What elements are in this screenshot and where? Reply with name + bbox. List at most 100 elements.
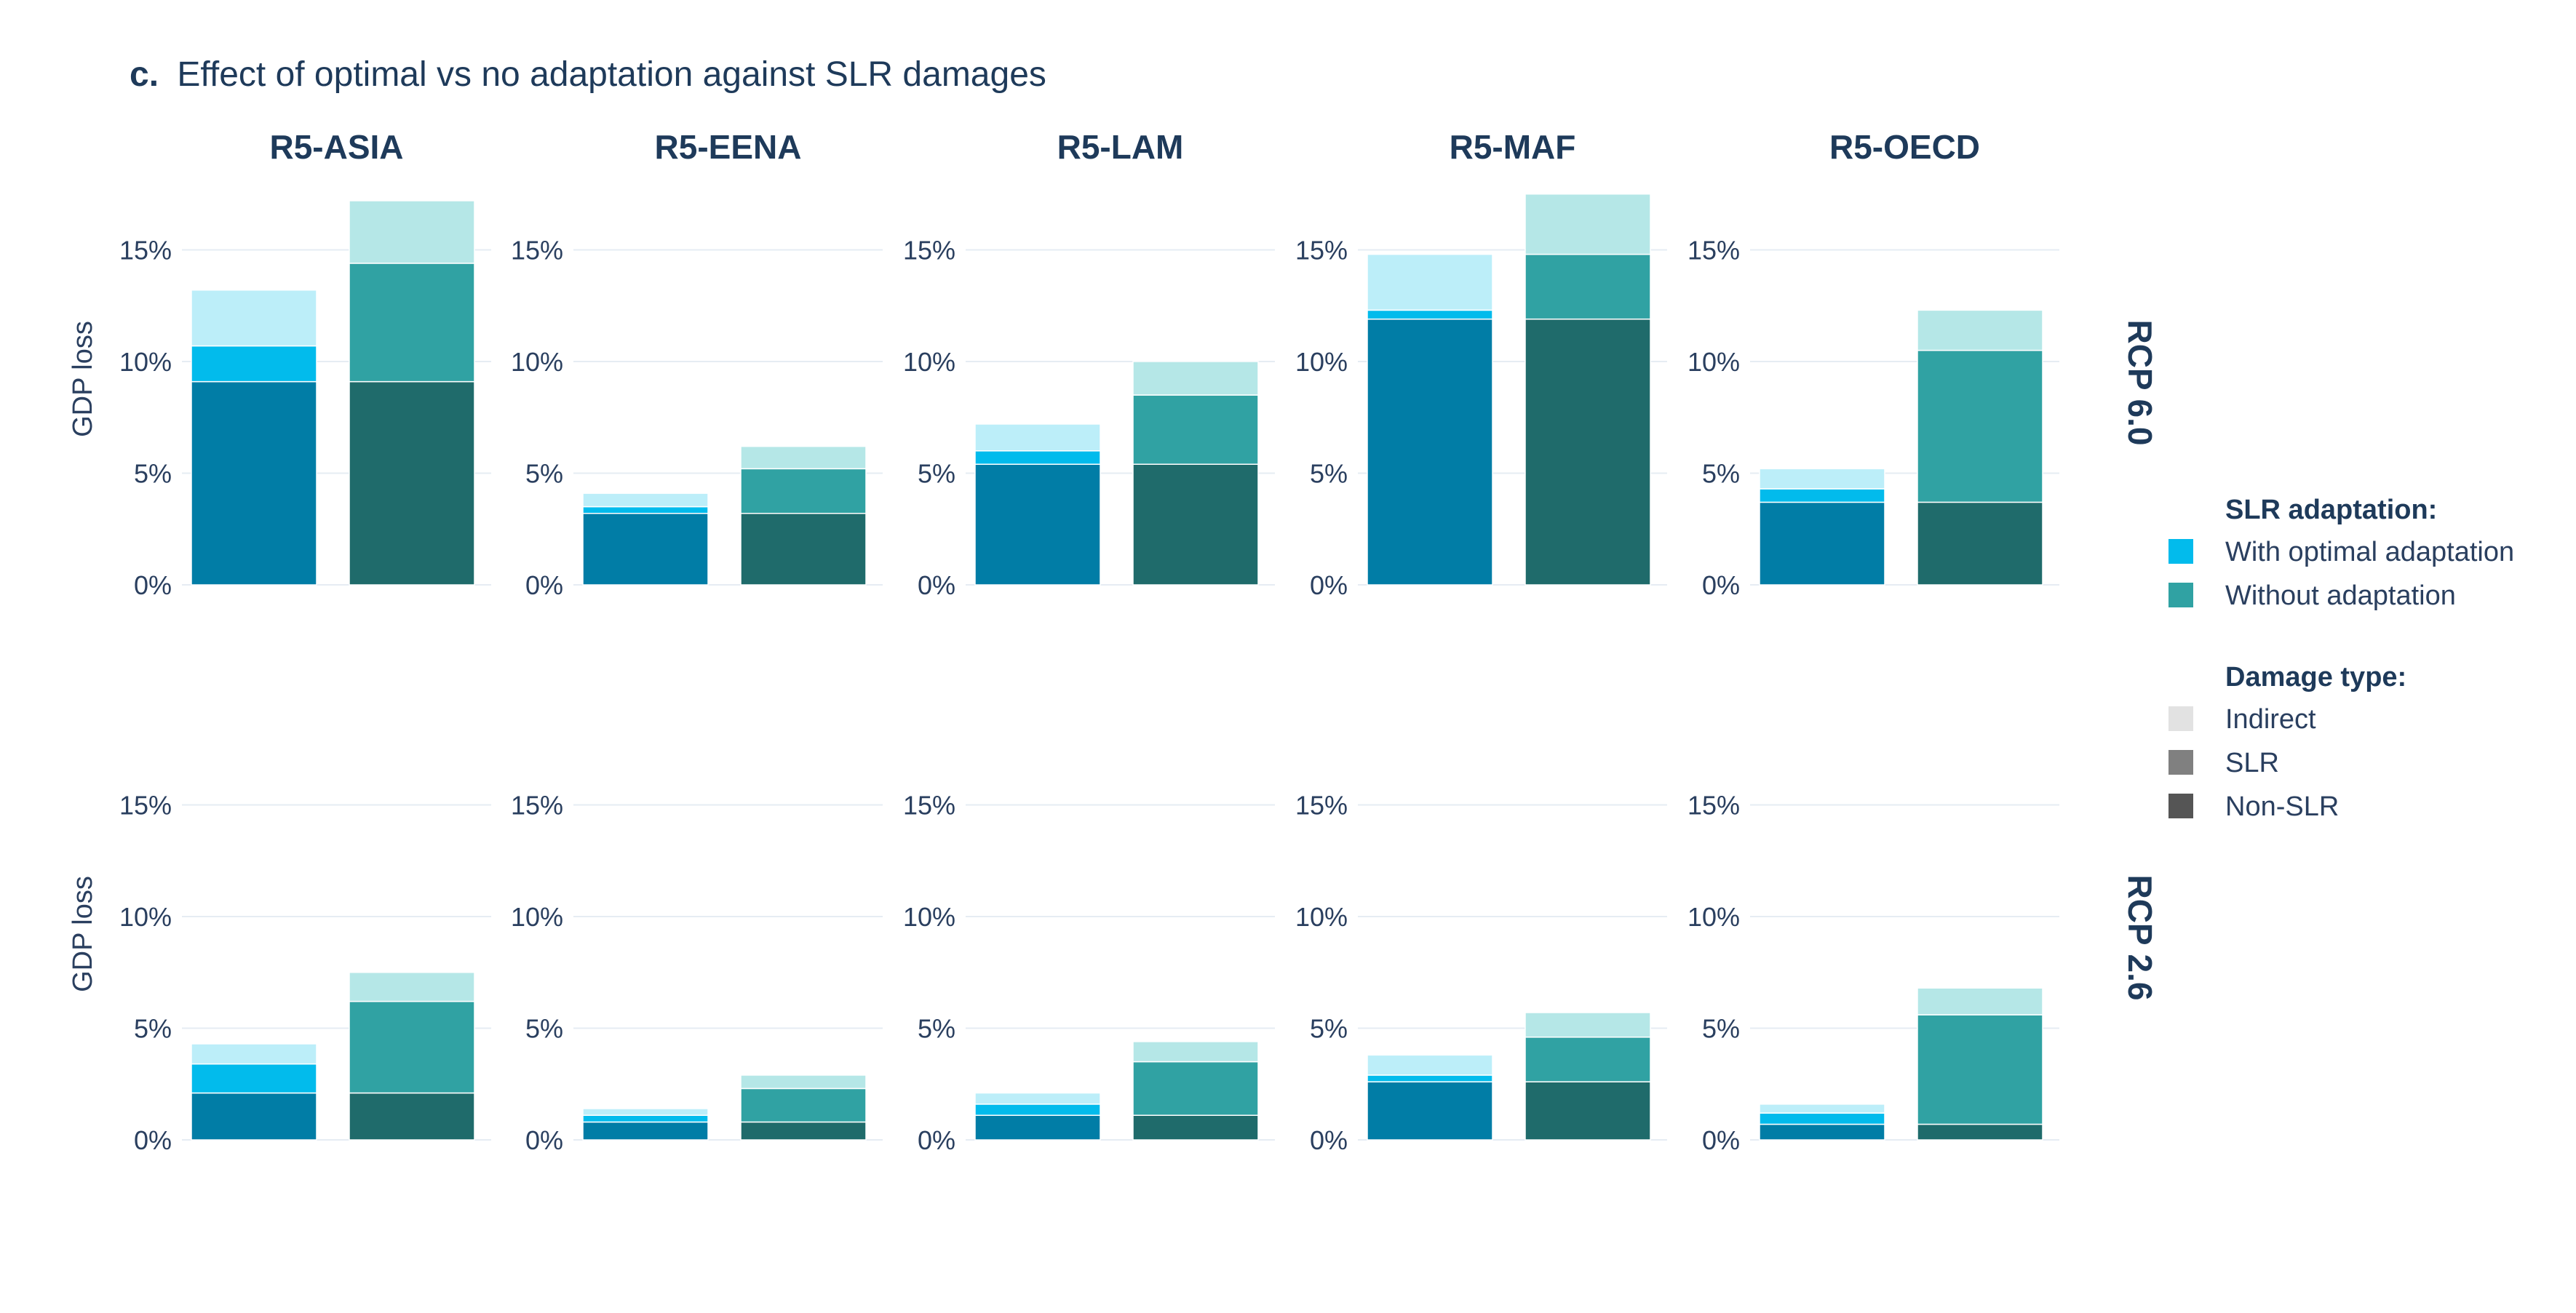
bar-with-indirect (1759, 1104, 1885, 1114)
y-tick-label: 0% (134, 1125, 172, 1155)
y-tick-label: 10% (1687, 902, 1740, 932)
y-tick-label: 0% (525, 570, 563, 600)
bar-without-slr (740, 468, 867, 514)
bar-with-indirect (1367, 253, 1493, 311)
y-tick-label: 0% (1310, 1125, 1348, 1155)
figure-title-prefix: c. (130, 55, 159, 94)
legend-item-without-adaptation[interactable]: Without adaptation (2225, 580, 2456, 611)
figure-title: c. Effect of optimal vs no adaptation ag… (130, 55, 1046, 94)
y-axis-title-rcp-6-0: GDP loss (68, 321, 98, 437)
bar-with-slr (1759, 1112, 1885, 1125)
bar-without-indirect (349, 972, 475, 1002)
y-tick-label: 5% (918, 1014, 955, 1044)
bar-without-indirect (1132, 1041, 1259, 1063)
legend: SLR adaptation: With optimal adaptation Wi… (2168, 495, 2514, 822)
panel-rcp-6-0-r5-maf: 0% 5% 10% 15% (1295, 193, 1667, 600)
legend-swatch-slr (2168, 750, 2193, 775)
y-tick-label: 5% (1702, 459, 1740, 489)
y-tick-label: 15% (511, 236, 563, 266)
legend-item-with-optimal-adaptation[interactable]: With optimal adaptation (2225, 537, 2514, 567)
y-tick-label: 5% (1702, 1014, 1740, 1044)
figure-title-text: Effect of optimal vs no adaptation again… (177, 55, 1046, 94)
bar-without-nonslr (740, 1121, 867, 1141)
bar-without-indirect (1917, 987, 2043, 1015)
bar-with-nonslr (1759, 501, 1885, 586)
bar-without-slr (740, 1087, 867, 1123)
y-tick-label: 5% (525, 1014, 563, 1044)
bar-with-slr (1759, 488, 1885, 503)
y-tick-label: 10% (903, 347, 955, 377)
y-tick-label: 10% (511, 902, 563, 932)
legend-swatch-indirect (2168, 706, 2193, 731)
panel-rcp-2-6-r5-eena: 0% 5% 10% 15% (511, 791, 883, 1155)
bar-with-indirect (582, 492, 709, 508)
column-header-r5-oecd: R5-OECD (1829, 128, 1980, 166)
y-tick-label: 0% (1702, 570, 1740, 600)
panel-rcp-2-6-r5-lam: 0% 5% 10% 15% (903, 791, 1275, 1155)
y-tick-label: 0% (918, 570, 955, 600)
y-tick-label: 15% (119, 236, 172, 266)
bar-with-nonslr (1759, 1123, 1885, 1141)
bar-without-nonslr (1524, 318, 1651, 586)
bar-with-indirect (582, 1108, 709, 1116)
bar-without-slr (1524, 253, 1651, 320)
panel-rcp-6-0-r5-oecd: 0% 5% 10% 15% (1687, 236, 2059, 600)
bar-with-slr (974, 1104, 1101, 1116)
bar-without-nonslr (349, 1092, 475, 1141)
bar-without-indirect (740, 445, 867, 470)
y-tick-label: 5% (525, 459, 563, 489)
bar-without-slr (1132, 1061, 1259, 1116)
bar-with-nonslr (974, 1114, 1101, 1141)
bar-without-nonslr (1132, 463, 1259, 586)
y-tick-label: 5% (918, 459, 955, 489)
bar-with-indirect (974, 423, 1101, 452)
column-header-r5-maf: R5-MAF (1450, 128, 1576, 166)
y-tick-label: 5% (134, 1014, 172, 1044)
row-label-rcp-2-6: RCP 2.6 (2121, 874, 2159, 1000)
column-header-r5-asia: R5-ASIA (269, 128, 403, 166)
y-tick-label: 10% (511, 347, 563, 377)
y-tick-label: 15% (511, 791, 563, 821)
bar-without-nonslr (349, 380, 475, 586)
legend-swatch-without-adaptation (2168, 583, 2193, 607)
bar-without-nonslr (740, 513, 867, 586)
bar-with-slr (191, 1063, 317, 1094)
panel-rcp-2-6-r5-asia: 0% 5% 10% 15% (119, 791, 491, 1155)
panel-rcp-6-0-r5-eena: 0% 5% 10% 15% (511, 236, 883, 600)
bar-with-indirect (191, 1043, 317, 1065)
column-header-r5-eena: R5-EENA (655, 128, 802, 166)
y-tick-label: 5% (134, 459, 172, 489)
bar-without-indirect (1524, 193, 1651, 255)
chart-panels: R5-ASIA R5-EENA R5-LAM R5-MAF R5-OECD RCP 6.0… (68, 128, 2159, 1155)
y-tick-label: 5% (1310, 1014, 1348, 1044)
bar-with-slr (1367, 309, 1493, 320)
bar-with-indirect (1759, 468, 1885, 490)
y-tick-label: 0% (525, 1125, 563, 1155)
y-tick-label: 15% (903, 791, 955, 821)
row-label-rcp-6-0: RCP 6.0 (2121, 319, 2159, 445)
bar-without-slr (349, 1000, 475, 1094)
legend-item-non-slr[interactable]: Non-SLR (2225, 791, 2339, 822)
y-tick-label: 15% (1687, 791, 1740, 821)
bar-with-nonslr (1367, 1081, 1493, 1141)
bar-with-slr (974, 450, 1101, 465)
bar-with-indirect (1367, 1054, 1493, 1076)
y-tick-label: 10% (1295, 347, 1348, 377)
bar-with-slr (582, 506, 709, 514)
column-header-r5-lam: R5-LAM (1057, 128, 1184, 166)
y-tick-label: 10% (119, 347, 172, 377)
bar-with-slr (582, 1114, 709, 1123)
panel-rcp-6-0-r5-asia: 0% 5% 10% 15% (119, 200, 491, 600)
y-tick-label: 5% (1310, 459, 1348, 489)
legend-damage-title: Damage type: (2225, 662, 2406, 693)
legend-item-slr[interactable]: SLR (2225, 748, 2279, 778)
legend-item-indirect[interactable]: Indirect (2225, 704, 2316, 735)
y-tick-label: 10% (903, 902, 955, 932)
bar-without-indirect (1524, 1012, 1651, 1038)
bar-with-nonslr (1367, 318, 1493, 586)
y-tick-label: 0% (1702, 1125, 1740, 1155)
panel-rcp-2-6-r5-maf: 0% 5% 10% 15% (1295, 791, 1667, 1155)
bar-without-nonslr (1132, 1114, 1259, 1141)
